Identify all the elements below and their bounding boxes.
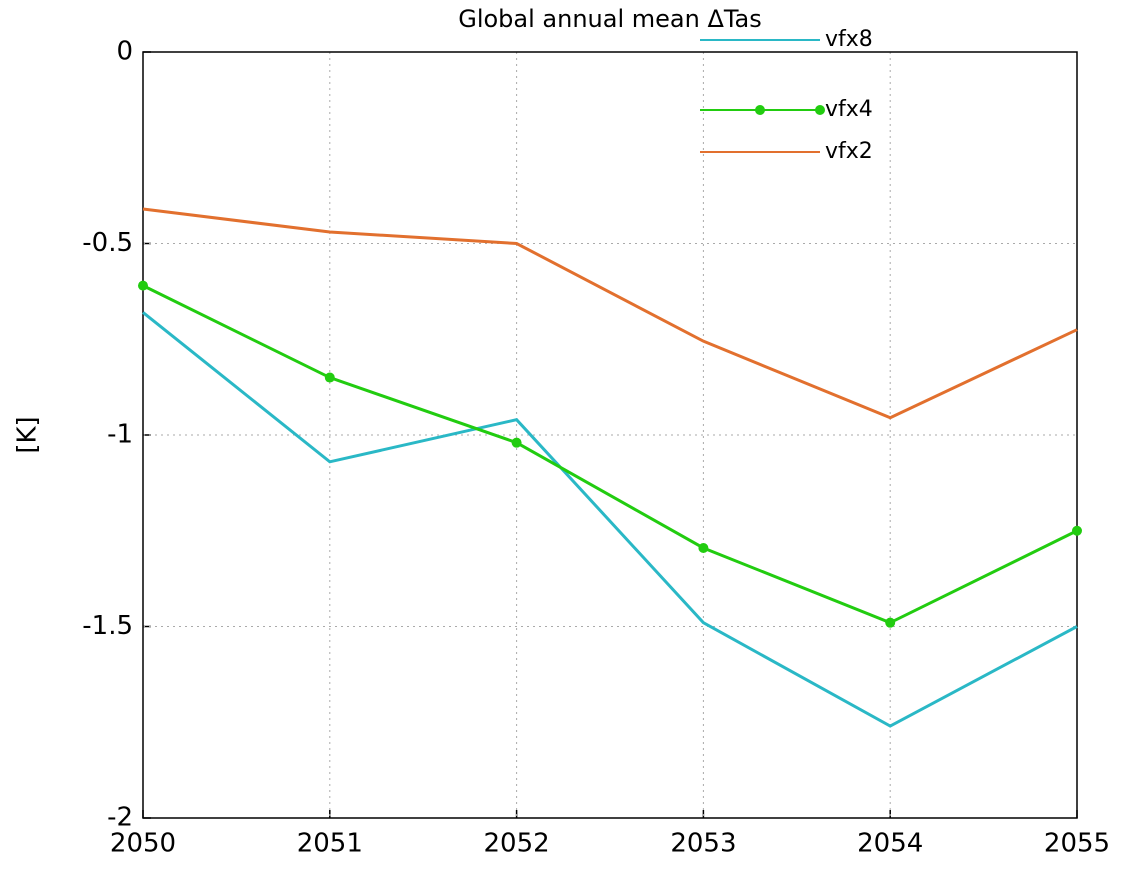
point [698, 542, 709, 553]
legend-label: vfx8 [825, 27, 873, 52]
y-tick-label: -1 [107, 420, 133, 450]
y-tick-label: 0 [116, 37, 133, 67]
legend-marker [815, 105, 825, 115]
legend-label: vfx2 [825, 139, 873, 164]
point [511, 437, 522, 448]
x-tick-label: 2051 [297, 829, 363, 859]
x-tick-label: 2052 [484, 829, 550, 859]
legend-marker [755, 105, 765, 115]
point [885, 617, 896, 628]
x-tick-label: 2054 [857, 829, 923, 859]
y-tick-label: -1.5 [82, 611, 133, 641]
y-tick-label: -0.5 [82, 228, 133, 258]
series-line [142, 207, 1078, 420]
legend-label: vfx4 [825, 97, 873, 122]
point [324, 372, 335, 383]
plot-frame [142, 51, 1078, 819]
point [138, 280, 148, 291]
y-tick-label: -2 [107, 803, 133, 833]
series-line [142, 311, 1078, 728]
series-line [142, 284, 1078, 625]
x-tick-label: 2050 [110, 829, 176, 859]
x-tick-label: 2053 [670, 829, 736, 859]
x-tick-label: 2055 [1044, 829, 1110, 859]
y-axis-label: [K] [13, 416, 43, 453]
point [1072, 525, 1082, 536]
chart-title: Global annual mean ΔTas [458, 5, 762, 33]
